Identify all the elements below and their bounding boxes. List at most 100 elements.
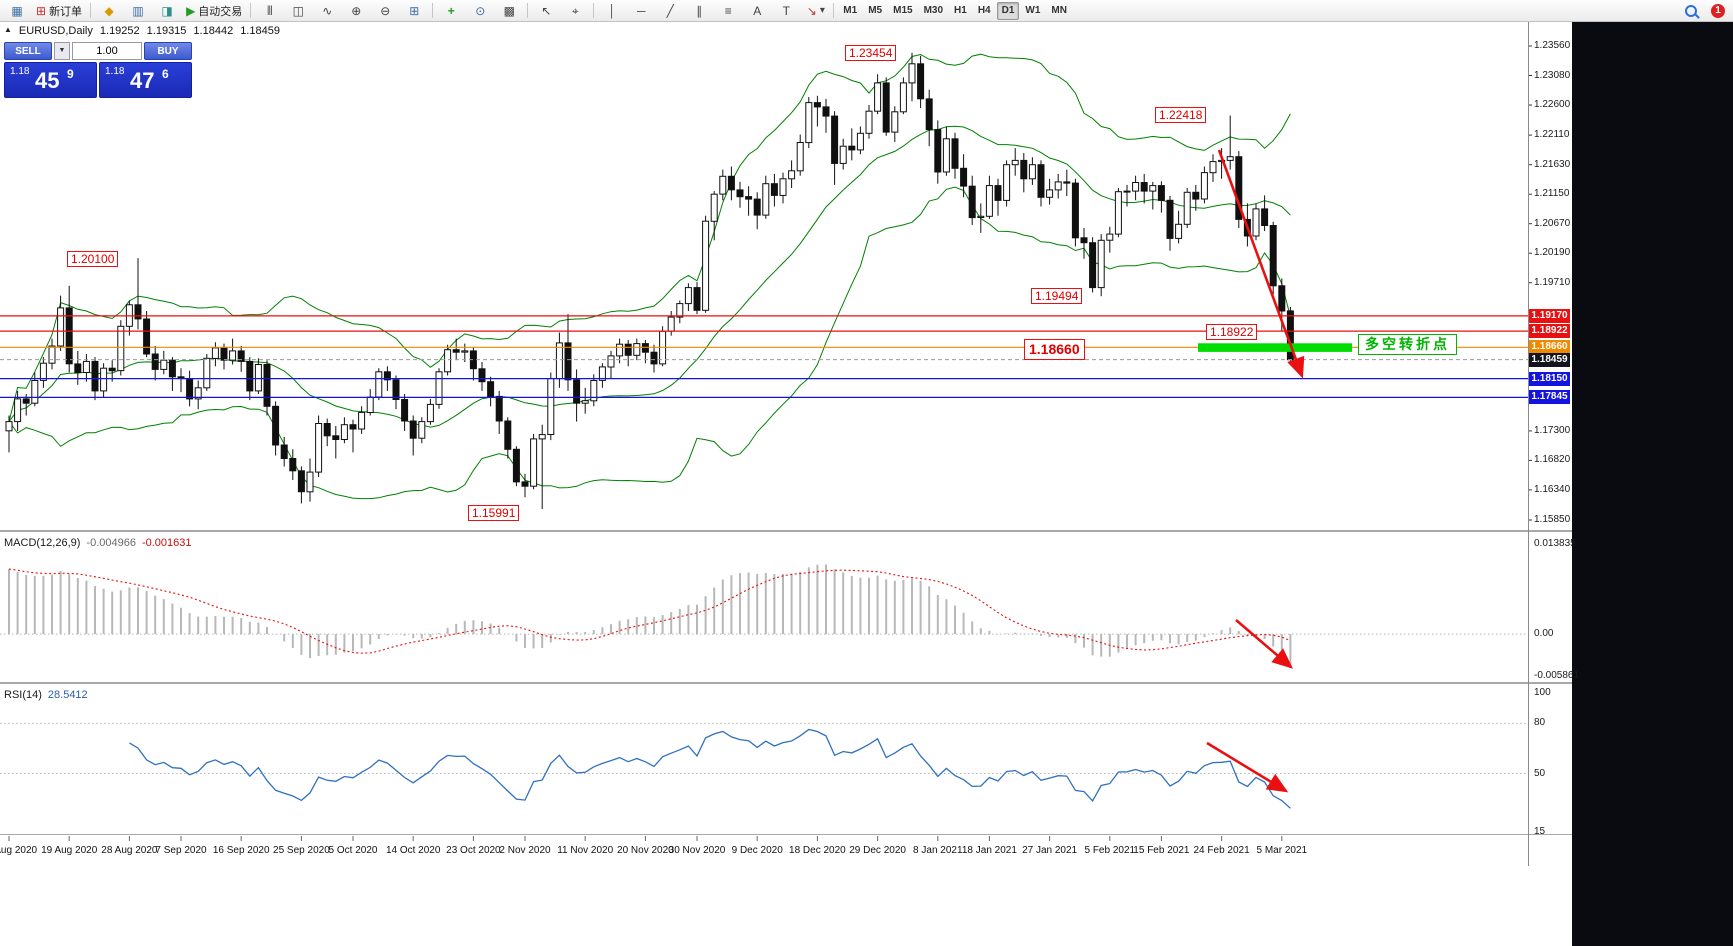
search-button[interactable] [1677, 1, 1705, 21]
fibonacci-button[interactable]: ≡ [714, 1, 742, 21]
navigator-icon: ◨ [161, 3, 173, 18]
market-watch-button[interactable]: ▥ [124, 1, 152, 21]
zoom-in-button[interactable]: ⊕ [342, 1, 370, 21]
timeframe-m30[interactable]: M30 [923, 4, 944, 16]
candle-body [727, 175, 735, 191]
vertical-line-icon: │ [608, 3, 617, 18]
candle-body [581, 400, 589, 404]
macd-panel[interactable] [0, 564, 1528, 666]
label-tool-icon: T [782, 3, 790, 18]
candle-body [220, 347, 228, 361]
candle-body [564, 342, 572, 381]
trend-arrow[interactable] [1206, 741, 1289, 793]
autotrading-button[interactable]: ▶ 自动交易 [182, 1, 246, 21]
sell-button[interactable]: SELL [4, 42, 52, 60]
timeframe-h1[interactable]: H1 [954, 4, 967, 16]
candle-body [1046, 189, 1054, 198]
timeframe-m15[interactable]: M15 [893, 4, 913, 16]
candle-body [745, 196, 753, 200]
candle-body [693, 287, 701, 311]
candle-body [134, 304, 142, 320]
candle-body [547, 378, 555, 436]
rsi-panel[interactable] [0, 722, 1528, 809]
candle-body [39, 362, 47, 381]
timeframe-m5[interactable]: M5 [868, 4, 883, 16]
templates-button[interactable]: ▩ [495, 1, 523, 21]
rsi-label: RSI(14) 28.5412 [4, 689, 88, 701]
lot-size-input[interactable] [72, 42, 142, 60]
metaeditor-button[interactable]: ◆ [95, 1, 123, 21]
sell-price-big: 45 [35, 68, 60, 93]
zoom-out-button[interactable]: ⊖ [371, 1, 399, 21]
sell-price-panel[interactable]: 1.18 45 9 [4, 62, 97, 98]
candle-body [168, 359, 176, 378]
indicators-button[interactable]: + [437, 1, 465, 21]
candle-body [925, 98, 933, 131]
bollinger-upper-band [8, 53, 1291, 422]
timeframe-h4[interactable]: H4 [977, 4, 991, 16]
periods-button[interactable]: ⊙ [466, 1, 494, 21]
new-chart-button[interactable]: ▦ [3, 1, 31, 21]
notification-badge[interactable]: 1 [1711, 3, 1725, 18]
macd-main-value: -0.004966 [86, 537, 136, 549]
market-watch-icon: ▥ [132, 3, 144, 18]
trendline-button[interactable]: ╱ [656, 1, 684, 21]
lot-dropdown-button[interactable]: ▼ [54, 42, 70, 60]
chart-ohlc-line: ▲ EURUSD,Daily 1.19252 1.19315 1.18442 1… [4, 25, 280, 37]
horizontal-line-button[interactable]: ─ [627, 1, 655, 21]
candle-body [951, 138, 959, 169]
search-icon [1685, 4, 1697, 17]
candle-body [598, 366, 606, 381]
candle-body [297, 470, 305, 493]
main-chart-panel[interactable] [0, 52, 1528, 509]
candle-body [856, 132, 864, 151]
arrows-tool-button[interactable]: ↘ ▾ [801, 1, 829, 21]
text-tool-button[interactable]: A [743, 1, 771, 21]
new-order-button[interactable]: ⊞ 新订单 [32, 1, 86, 21]
trend-arrow[interactable] [1235, 619, 1293, 669]
candle-body [770, 183, 778, 196]
buy-button[interactable]: BUY [144, 42, 192, 60]
horizontal-line-icon: ─ [637, 3, 646, 18]
crosshair-button[interactable]: ⌖ [561, 1, 589, 21]
candle-body [1261, 208, 1269, 226]
candle-body [1149, 185, 1157, 192]
candle-body [5, 421, 13, 432]
support-zone-rect[interactable] [1198, 343, 1352, 352]
panel-separator[interactable] [0, 682, 1572, 684]
candle-body [633, 343, 641, 356]
label-tool-button[interactable]: T [772, 1, 800, 21]
candle-body [143, 318, 151, 355]
macd-signal-value: -0.001631 [141, 537, 192, 549]
channel-button[interactable]: ∥ [685, 1, 713, 21]
cursor-button[interactable]: ↖ [532, 1, 560, 21]
vertical-line-button[interactable]: │ [598, 1, 626, 21]
trend-arrow[interactable] [1217, 149, 1305, 379]
bar-chart-button[interactable]: ||| [255, 1, 283, 21]
candle-body [607, 355, 615, 368]
candle-body [530, 438, 538, 487]
candle-body [960, 167, 968, 187]
candlestick-button[interactable]: ◫ [284, 1, 312, 21]
line-chart-button[interactable]: ∿ [313, 1, 341, 21]
ohlc-low: 1.18442 [193, 25, 234, 37]
timeframe-m1[interactable]: M1 [843, 4, 858, 16]
timeframe-d1[interactable]: D1 [996, 1, 1020, 20]
timeframe-w1[interactable]: W1 [1025, 4, 1041, 16]
candle-body [839, 145, 847, 164]
tile-windows-button[interactable]: ⊞ [400, 1, 428, 21]
candle-body [246, 360, 254, 392]
line-chart-icon: ∿ [322, 3, 333, 18]
zoom-out-icon: ⊖ [380, 3, 391, 18]
navigator-button[interactable]: ◨ [153, 1, 181, 21]
candle-body [452, 349, 460, 353]
buy-price-panel[interactable]: 1.18 47 6 [99, 62, 192, 98]
candle-body [478, 368, 486, 383]
panel-separator[interactable] [0, 530, 1572, 532]
candle-body [1114, 191, 1122, 235]
chart-window-icon: ▦ [11, 3, 23, 18]
candle-body [237, 350, 245, 362]
timeframe-mn[interactable]: MN [1051, 4, 1067, 16]
candle-body [1175, 223, 1183, 239]
